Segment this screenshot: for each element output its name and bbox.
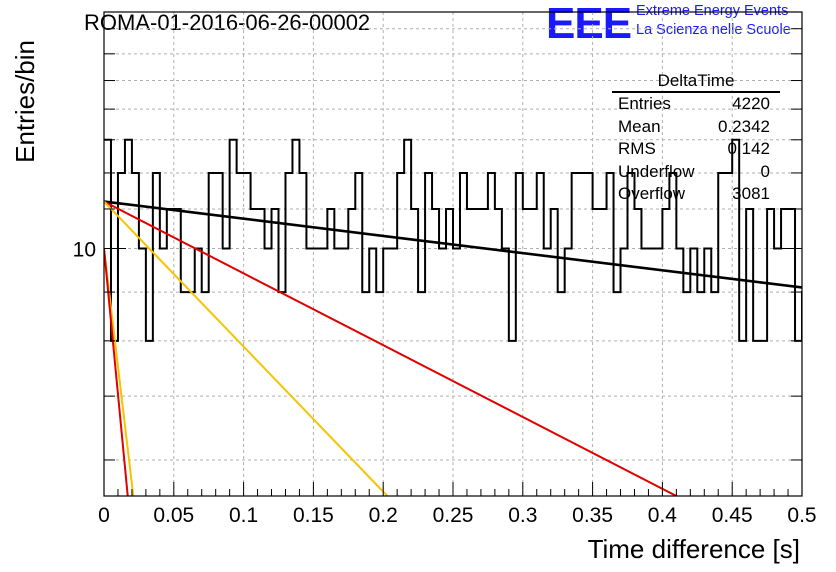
x-tick-label: 0.45 (712, 504, 753, 527)
stats-value: 3081 (732, 184, 770, 203)
stats-row-underflow: Underflow 0 (612, 161, 780, 184)
x-tick-label: 0.5 (787, 504, 816, 527)
x-tick-label: 0.25 (433, 504, 474, 527)
x-tick-label: 0.2 (369, 504, 398, 527)
stats-label: Overflow (618, 184, 686, 203)
x-tick-label: 0.35 (572, 504, 613, 527)
x-tick-label: 0.05 (153, 504, 194, 527)
x-axis-title: Time difference [s] (588, 534, 800, 564)
y-axis-title: Entries/bin (10, 40, 40, 163)
stats-label: Entries (618, 94, 671, 113)
stats-box: DeltaTime Entries 4220 Mean 0.2342 RMS 0… (612, 70, 780, 206)
x-tick-label: 0.4 (648, 504, 678, 527)
x-tick-label: 0.3 (508, 504, 537, 527)
fit-line-2 (104, 200, 677, 496)
x-tick-label: 0.1 (229, 504, 258, 527)
fit-line-3 (104, 200, 389, 496)
fit-line-5 (104, 248, 129, 496)
eee-logo: EEE (546, 0, 632, 48)
stats-label: RMS (618, 139, 656, 158)
logo-tagline-line1: Extreme Energy Events (636, 3, 789, 19)
stats-value: 0.2342 (718, 116, 770, 136)
x-tick-label: 0 (98, 504, 110, 527)
stats-label: Underflow (618, 161, 695, 181)
stats-box-title: DeltaTime (612, 70, 780, 93)
x-tick-label: 0.15 (293, 504, 334, 527)
fit-line-1 (104, 200, 802, 289)
stats-value: 0 (760, 161, 770, 181)
stats-label: Mean (618, 116, 661, 136)
stats-value: 0.142 (727, 139, 770, 158)
logo-tagline-line2: La Scienza nelle Scuole (636, 22, 791, 38)
stats-row-mean: Mean 0.2342 (612, 116, 780, 139)
stats-row-overflow: Overflow 3081 (612, 183, 780, 206)
y-tick-label: 10 (73, 238, 96, 261)
histogram-steps (104, 138, 802, 342)
histogram-title: ROMA-01-2016-06-26-00002 (84, 10, 371, 35)
stats-row-rms: RMS 0.142 (612, 138, 780, 161)
stats-row-entries: Entries 4220 (612, 93, 780, 116)
stats-value: 4220 (732, 94, 770, 113)
